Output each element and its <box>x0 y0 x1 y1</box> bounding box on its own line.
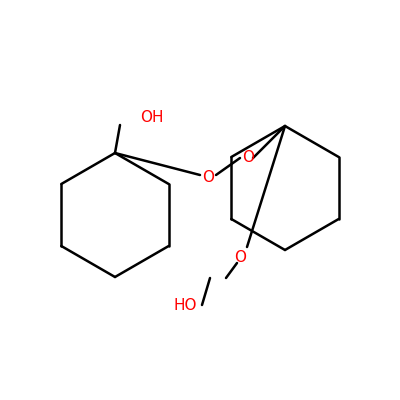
Text: O: O <box>202 170 214 186</box>
Text: O: O <box>234 250 246 266</box>
Text: O: O <box>242 150 254 166</box>
Text: HO: HO <box>173 298 197 312</box>
Text: OH: OH <box>140 110 164 126</box>
